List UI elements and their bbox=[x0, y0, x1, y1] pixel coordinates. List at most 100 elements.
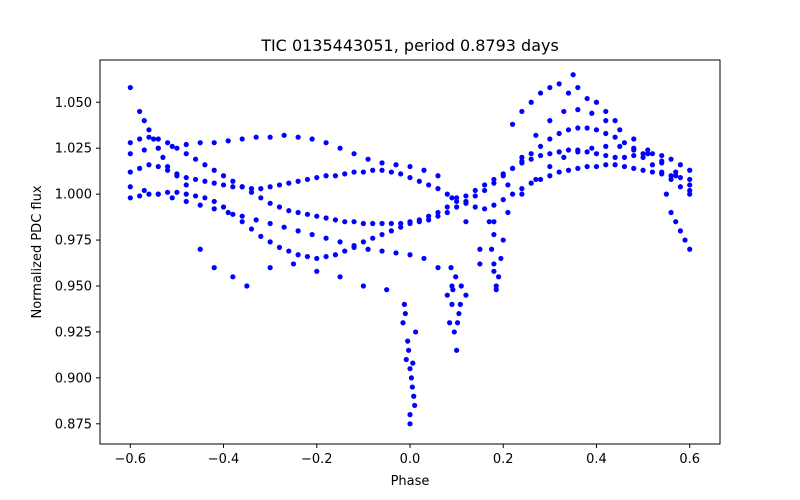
data-point bbox=[267, 220, 273, 227]
data-point bbox=[174, 189, 180, 195]
data-point bbox=[570, 72, 576, 78]
data-point bbox=[127, 184, 133, 190]
data-point bbox=[403, 356, 409, 363]
data-points bbox=[127, 72, 693, 427]
data-point bbox=[332, 217, 339, 223]
data-point bbox=[192, 156, 199, 162]
data-point bbox=[547, 136, 553, 142]
data-point bbox=[360, 239, 366, 245]
data-point bbox=[351, 219, 357, 225]
data-point bbox=[137, 193, 143, 199]
data-point bbox=[500, 173, 506, 179]
data-point bbox=[407, 252, 413, 258]
data-point bbox=[454, 198, 460, 205]
data-point bbox=[493, 283, 499, 289]
data-point bbox=[589, 145, 595, 151]
data-point bbox=[248, 226, 255, 232]
data-point bbox=[253, 134, 259, 140]
data-point bbox=[593, 127, 600, 133]
data-point bbox=[444, 191, 450, 197]
data-point bbox=[202, 178, 208, 184]
data-point bbox=[192, 176, 199, 183]
data-point bbox=[281, 132, 287, 138]
data-point bbox=[211, 265, 217, 271]
data-point bbox=[239, 136, 245, 142]
data-point bbox=[398, 171, 404, 177]
data-point bbox=[533, 132, 539, 138]
data-point bbox=[528, 180, 534, 186]
data-point bbox=[295, 134, 301, 140]
data-point bbox=[454, 204, 460, 210]
y-tick-label: 1.025 bbox=[55, 142, 92, 157]
data-point bbox=[388, 228, 394, 234]
data-point bbox=[323, 253, 329, 260]
data-point bbox=[323, 173, 329, 179]
data-point bbox=[384, 287, 390, 293]
data-point bbox=[146, 127, 152, 133]
data-point bbox=[360, 220, 366, 227]
data-point bbox=[225, 138, 231, 144]
data-point bbox=[183, 141, 189, 148]
data-point bbox=[519, 108, 525, 115]
data-point bbox=[155, 145, 161, 151]
data-point bbox=[456, 310, 462, 317]
x-axis-label: Phase bbox=[391, 474, 430, 489]
data-point bbox=[491, 180, 497, 186]
data-point bbox=[137, 136, 143, 142]
data-point bbox=[127, 151, 133, 157]
data-point bbox=[211, 206, 217, 212]
data-point bbox=[505, 209, 511, 216]
data-point bbox=[351, 151, 357, 157]
data-point bbox=[360, 169, 366, 175]
data-point bbox=[370, 235, 376, 241]
data-point bbox=[491, 176, 497, 183]
data-point bbox=[640, 151, 646, 157]
data-point bbox=[621, 163, 628, 170]
data-point bbox=[267, 239, 273, 245]
data-point bbox=[407, 421, 413, 427]
data-point bbox=[505, 182, 511, 188]
data-point bbox=[528, 151, 534, 157]
data-point bbox=[481, 206, 488, 212]
data-point bbox=[575, 125, 581, 131]
data-point bbox=[286, 208, 292, 214]
data-point bbox=[687, 191, 693, 197]
data-point bbox=[248, 189, 255, 195]
data-point bbox=[164, 167, 171, 173]
data-point bbox=[342, 248, 348, 254]
data-point bbox=[202, 195, 208, 201]
data-point bbox=[416, 178, 422, 184]
data-point bbox=[621, 140, 628, 146]
data-point bbox=[603, 143, 609, 149]
data-point bbox=[141, 187, 147, 194]
data-point bbox=[450, 287, 456, 293]
data-point bbox=[463, 292, 469, 298]
data-point bbox=[435, 186, 441, 192]
data-point bbox=[659, 169, 665, 175]
y-tick-label: 1.050 bbox=[55, 96, 92, 111]
data-point bbox=[295, 209, 301, 216]
data-point bbox=[211, 167, 217, 173]
data-point bbox=[164, 163, 171, 170]
data-point bbox=[612, 162, 618, 168]
data-point bbox=[435, 173, 441, 179]
data-point bbox=[589, 110, 595, 116]
x-tick-label: 0.6 bbox=[679, 452, 700, 467]
data-point bbox=[537, 176, 544, 183]
data-point bbox=[239, 219, 245, 225]
data-point bbox=[258, 233, 264, 239]
data-point bbox=[444, 209, 450, 216]
data-point bbox=[495, 274, 502, 280]
data-point bbox=[435, 209, 441, 216]
data-point bbox=[537, 152, 544, 159]
data-point bbox=[556, 81, 562, 87]
data-point bbox=[509, 191, 516, 197]
data-point bbox=[519, 158, 525, 164]
data-point bbox=[556, 169, 562, 175]
data-point bbox=[472, 187, 478, 194]
data-point bbox=[146, 134, 152, 140]
data-point bbox=[407, 412, 413, 418]
chart-title: TIC 0135443051, period 0.8793 days bbox=[260, 36, 559, 55]
data-point bbox=[663, 191, 669, 197]
data-point bbox=[565, 127, 572, 133]
